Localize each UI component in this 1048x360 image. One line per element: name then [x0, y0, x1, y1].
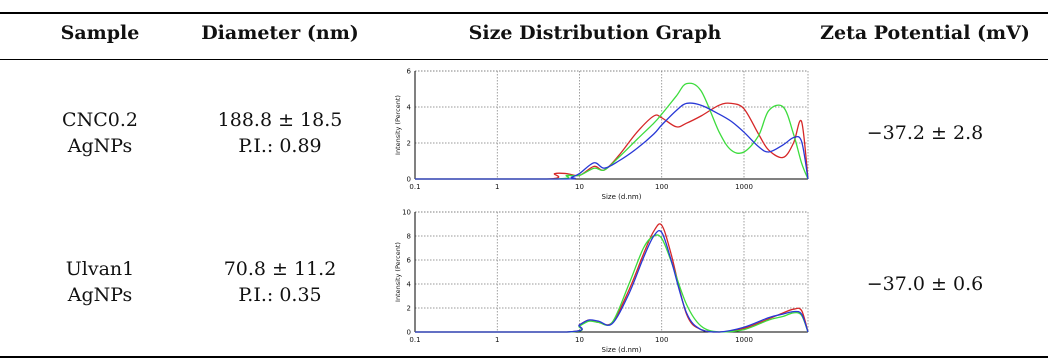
chart1-y-tick-label-2: 4	[407, 281, 412, 289]
chart1-x-tick-label-2: 10	[575, 336, 584, 344]
chart0-x-axis-label: Size (d.nm)	[602, 193, 642, 201]
header-sample: Sample	[60, 22, 140, 44]
chart0-x-tick-label-1: 1	[495, 183, 499, 191]
size-distribution-chart-ulvan: 0.1 1 10 100 1000 0 2 4 6 8 10 Size (d.nm) Intensity…	[394, 209, 809, 354]
chart1-series-line-1	[415, 234, 809, 333]
chart1-plot-frame	[414, 211, 809, 333]
chart1-series-line-2	[415, 230, 809, 333]
row1-sample-line1: CNC0.2	[62, 109, 138, 131]
row2-pi: P.I.: 0.35	[238, 284, 322, 306]
chart0-plot-frame	[414, 70, 809, 180]
row2-diameter-value: 70.8 ± 11.2	[223, 258, 337, 280]
chart0-y-tick-label-1: 2	[407, 140, 411, 148]
row1-zeta: −37.2 ± 2.8	[866, 122, 984, 144]
row2-sample: Ulvan1 AgNPs	[30, 256, 170, 308]
chart1-x-tick-label-0: 0.1	[409, 336, 420, 344]
chart1-x-tick-label-4: 1000	[735, 336, 753, 344]
chart0-x-tick-label-0: 0.1	[409, 183, 420, 191]
chart0-x-tick-label-3: 100	[655, 183, 668, 191]
chart1-y-tick-label-4: 8	[407, 233, 411, 241]
chart0-y-axis-label: Intensity (Percent)	[394, 95, 402, 155]
size-distribution-chart-cnc: 0.1 1 10 100 1000 0 2 4 6 Size (d.nm) Intensity (P…	[394, 68, 809, 201]
header-size-distribution: Size Distribution Graph	[468, 22, 722, 44]
row1-sample-line2: AgNPs	[67, 135, 133, 157]
bottom-rule	[0, 356, 1048, 358]
chart1-y-tick-label-5: 10	[402, 209, 411, 217]
chart0-series-line-2	[415, 102, 809, 180]
chart0-x-tick-label-2: 10	[575, 183, 584, 191]
top-rule	[0, 12, 1048, 14]
row1-diameter: 188.8 ± 18.5 P.I.: 0.89	[180, 107, 380, 159]
chart0-y-tick-label-2: 4	[407, 104, 412, 112]
chart0-series-line-0	[415, 102, 809, 180]
header-rule	[0, 59, 1048, 60]
chart1-y-tick-label-0: 0	[407, 329, 411, 337]
chart1-x-axis-label: Size (d.nm)	[602, 346, 642, 354]
row1-diameter-value: 188.8 ± 18.5	[217, 109, 343, 131]
chart0-y-tick-label-0: 0	[407, 176, 411, 184]
chart1-x-tick-label-3: 100	[655, 336, 668, 344]
header-diameter: Diameter (nm)	[201, 22, 359, 44]
chart0-y-tick-label-3: 6	[407, 68, 412, 76]
chart1-y-tick-label-3: 6	[407, 257, 412, 265]
chart0-series-line-1	[415, 82, 809, 180]
row1-sample: CNC0.2 AgNPs	[30, 107, 170, 159]
header-zeta: Zeta Potential (mV)	[820, 22, 1030, 44]
row1-pi: P.I.: 0.89	[238, 135, 322, 157]
row2-sample-line1: Ulvan1	[65, 258, 135, 280]
row2-diameter: 70.8 ± 11.2 P.I.: 0.35	[180, 256, 380, 308]
chart1-y-tick-label-1: 2	[407, 305, 411, 313]
row2-zeta: −37.0 ± 0.6	[866, 273, 984, 295]
chart1-x-tick-label-1: 1	[495, 336, 499, 344]
chart0-x-tick-label-4: 1000	[735, 183, 753, 191]
chart1-y-axis-label: Intensity (Percent)	[394, 242, 402, 302]
row2-sample-line2: AgNPs	[67, 284, 133, 306]
